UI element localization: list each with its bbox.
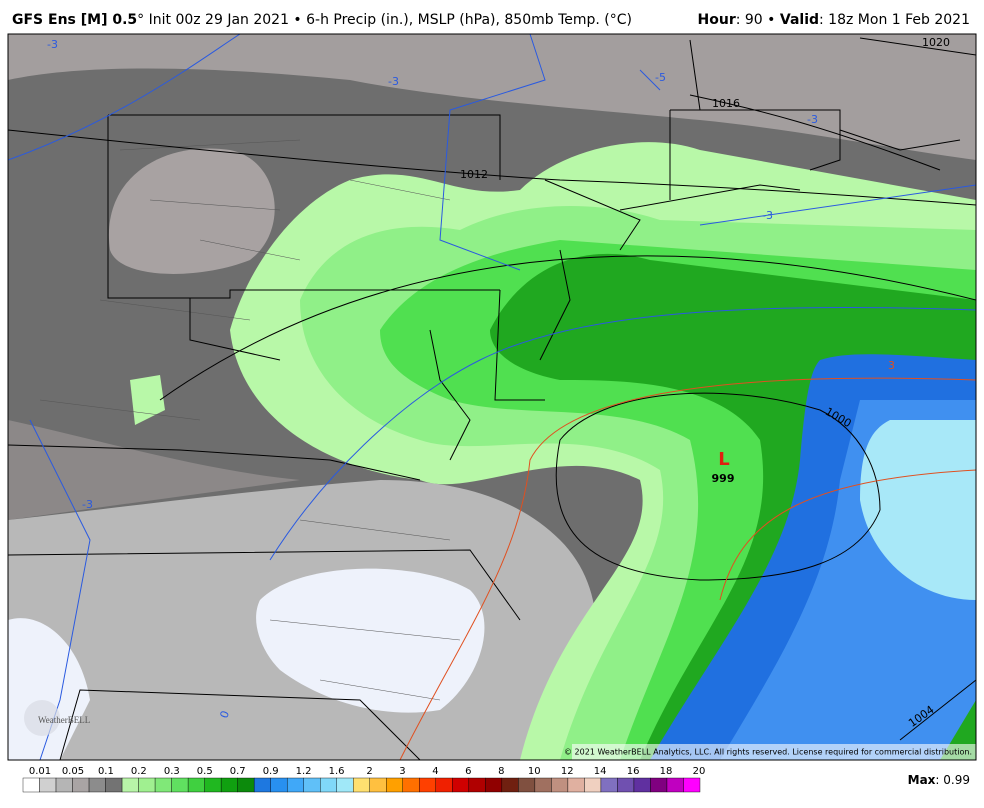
colorbar-swatch xyxy=(138,777,156,793)
colorbar-swatch xyxy=(121,777,139,793)
colorbar-swatch xyxy=(435,777,453,793)
colorbar-label: 8 xyxy=(498,766,504,777)
header-title: GFS Ens [M] 0.5° Init 00z 29 Jan 2021 • … xyxy=(12,12,632,28)
colorbar-label: 1.6 xyxy=(329,766,345,777)
colorbar-label: 0.01 xyxy=(29,766,51,777)
colorbar-label: 0.05 xyxy=(62,766,84,777)
colorbar-swatch xyxy=(320,777,337,793)
colorbar-label: 0.7 xyxy=(230,766,246,777)
colorbar-swatch xyxy=(617,777,635,793)
low-pressure: 999 xyxy=(712,472,735,485)
colorbar-swatch xyxy=(336,777,354,793)
colorbar-swatch xyxy=(600,777,618,793)
colorbar-swatch xyxy=(187,777,205,793)
temp-label: -3 xyxy=(807,113,818,126)
colorbar-swatch xyxy=(369,777,387,793)
colorbar-swatch xyxy=(88,777,106,793)
colorbar-label: 2 xyxy=(366,766,372,777)
temp-label: 0 xyxy=(217,709,232,720)
colorbar-swatch xyxy=(55,777,73,793)
max-label: Max xyxy=(908,773,936,787)
temp-label: -3 xyxy=(47,38,58,51)
colorbar-label: 0.9 xyxy=(263,766,279,777)
colorbar-label: 18 xyxy=(660,766,673,777)
logo: WeatherBELL xyxy=(38,715,90,725)
temp-label: -5 xyxy=(655,71,666,84)
colorbar-swatch xyxy=(534,777,552,793)
colorbar-swatch xyxy=(105,777,123,793)
colorbar-label: 10 xyxy=(528,766,541,777)
colorbar-label: 3 xyxy=(399,766,405,777)
hour-label: Hour xyxy=(698,12,736,28)
colorbar-swatch xyxy=(485,777,503,793)
colorbar-swatch xyxy=(666,777,684,793)
max-text: : 0.99 xyxy=(935,773,970,787)
colorbar-swatch xyxy=(518,777,536,793)
colorbar-swatch xyxy=(584,777,602,793)
isobar-label: 1016 xyxy=(712,97,740,110)
colorbar-swatch xyxy=(386,777,403,793)
temp-label: -3 xyxy=(82,498,93,511)
colorbar-label: 0.3 xyxy=(164,766,180,777)
valid-label: Valid xyxy=(780,12,819,28)
colorbar-swatch xyxy=(154,777,172,793)
low-marker: L xyxy=(718,449,729,470)
colorbar-swatch xyxy=(452,777,470,793)
colorbar-label: 0.5 xyxy=(197,766,213,777)
colorbar-swatch xyxy=(171,777,189,793)
temp-label: -3 xyxy=(388,75,399,88)
colorbar-label: 12 xyxy=(561,766,574,777)
colorbar-swatch xyxy=(220,777,238,793)
colorbar-swatch xyxy=(286,777,304,793)
valid-text: : 18z Mon 1 Feb 2021 xyxy=(819,12,970,28)
colorbar-label: 20 xyxy=(693,766,706,777)
colorbar-swatch xyxy=(39,777,57,793)
colorbar-swatch xyxy=(402,777,420,793)
colorbar-swatch xyxy=(72,777,90,793)
isobar-label: 1012 xyxy=(460,168,488,181)
colorbar-label: 14 xyxy=(594,766,607,777)
hour-text: : 90 • xyxy=(736,12,780,28)
run-info: ° Init 00z 29 Jan 2021 • 6-h Precip (in.… xyxy=(137,12,632,28)
colorbar-swatch xyxy=(650,777,668,793)
colorbar-swatch xyxy=(683,777,701,793)
isobar-label: 1020 xyxy=(922,36,950,49)
colorbar-swatch xyxy=(567,777,585,793)
copyright: © 2021 WeatherBELL Analytics, LLC. All r… xyxy=(564,748,972,757)
colorbar-swatch xyxy=(237,777,255,793)
temp-label: -3 xyxy=(762,209,773,222)
colorbar-swatch xyxy=(353,777,370,793)
colorbar-label: 0.1 xyxy=(98,766,114,777)
colorbar-label: 6 xyxy=(465,766,471,777)
temp-label: 3 xyxy=(888,359,895,372)
colorbar-swatch xyxy=(270,777,288,793)
model-name: GFS Ens [M] 0.5 xyxy=(12,12,137,28)
header-valid: Hour: 90 • Valid: 18z Mon 1 Feb 2021 xyxy=(698,12,970,28)
colorbar-swatch xyxy=(253,777,271,793)
colorbar-label: 1.2 xyxy=(296,766,312,777)
max-value: Max: 0.99 xyxy=(908,773,970,787)
colorbar-swatch xyxy=(303,777,321,793)
colorbar-swatch xyxy=(633,777,651,793)
colorbar: 0.01 0.05 0.1 0.2 0.3 0.5 0.7 0.9 1.2 1.6 2 3 4 6 8 10 1… xyxy=(22,766,706,793)
colorbar-swatch xyxy=(551,777,569,793)
colorbar-swatch xyxy=(204,777,222,793)
colorbar-swatch xyxy=(22,777,40,793)
colorbar-label: 16 xyxy=(627,766,640,777)
colorbar-label: 4 xyxy=(432,766,438,777)
colorbar-label: 0.2 xyxy=(131,766,147,777)
colorbar-swatch xyxy=(501,777,519,793)
map: -3 -3 -5 -3 -3 0 3 -3 1020 1016 1012 100… xyxy=(8,34,976,760)
colorbar-swatch xyxy=(419,777,437,793)
colorbar-swatch xyxy=(468,777,486,793)
